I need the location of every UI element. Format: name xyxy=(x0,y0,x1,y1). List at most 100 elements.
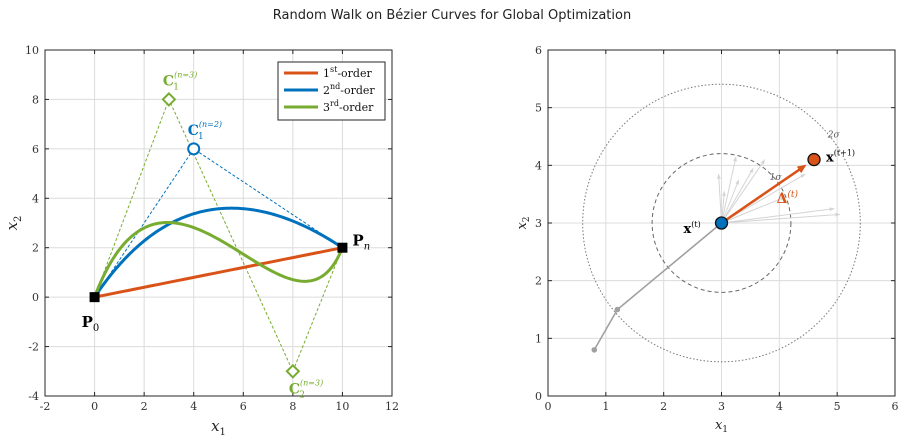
walk-history-point xyxy=(614,306,621,313)
x-axis-label-sub: 1 xyxy=(722,425,728,435)
label-delta-base: Δ xyxy=(777,191,788,207)
current-point-marker xyxy=(714,216,729,230)
sigma-circle-label-1: 1σ xyxy=(770,173,783,183)
x-tick-label: 6 xyxy=(240,400,247,413)
x-tick-label: 2 xyxy=(141,400,148,413)
legend-entry-base: 1 xyxy=(323,67,330,80)
sample-ray xyxy=(718,173,722,224)
label-delta: Δ(t) xyxy=(777,189,799,207)
sigma-circle-label-2: 2σ xyxy=(827,130,841,140)
sample-ray-head xyxy=(722,191,726,197)
sample-ray xyxy=(721,159,766,224)
series-line-1st-order xyxy=(94,246,343,299)
step-arrow-head xyxy=(796,164,807,174)
sample-ray-head xyxy=(735,179,739,185)
y-axis-label-base: x xyxy=(3,221,21,230)
series-line-3rd-order xyxy=(93,221,344,298)
series-line-2nd-order xyxy=(93,206,344,298)
label-current-point-sup: (t) xyxy=(691,220,700,229)
x-tick-label: 1 xyxy=(602,400,609,413)
y-tick-label: 4 xyxy=(32,192,39,205)
x-tick-label: 4 xyxy=(190,400,197,413)
label-C2-n3: C(n=3) 2 xyxy=(289,378,323,400)
y-axis-label: x2 xyxy=(515,216,532,229)
x-tick-label: 2 xyxy=(660,400,667,413)
legend-entry-sup: nd xyxy=(330,82,340,91)
x-tick-label: 3 xyxy=(718,400,725,413)
sample-ray-head xyxy=(780,196,786,201)
label-C1-n3-sup: (n=3) xyxy=(174,70,197,79)
label-C2-n3-base: C xyxy=(289,381,300,397)
y-tick-label: 0 xyxy=(535,390,542,403)
control-polygon-3rd-order xyxy=(94,98,343,373)
y-axis-label-base: x xyxy=(515,222,530,230)
legend-entry-tail: -order xyxy=(340,84,375,97)
sample-ray-head xyxy=(733,156,737,162)
next-point-marker xyxy=(807,152,821,167)
sample-ray-head xyxy=(749,168,754,174)
label-P0: P0 xyxy=(82,313,100,334)
y-tick-label: -2 xyxy=(28,341,39,354)
walk-history-point xyxy=(591,347,598,353)
label-Pn-sub: n xyxy=(364,242,370,253)
control-point-C2-n3-marker xyxy=(285,363,301,379)
label-C1-n2-sup: (n=2) xyxy=(199,120,222,129)
sample-ray-head xyxy=(716,173,721,179)
control-point-C1-n2-marker xyxy=(187,142,201,156)
sample-ray xyxy=(721,213,841,224)
legend-entry-2nd-order: 2nd-order xyxy=(323,82,375,97)
y-tick-label: 6 xyxy=(535,44,542,57)
label-C2-n3-sup: (n=3) xyxy=(300,378,323,387)
label-C1-n3-base: C xyxy=(163,73,174,89)
y-tick-label: 0 xyxy=(32,291,39,304)
legend-entry-1st-order: 1st-order xyxy=(323,65,372,80)
label-current-point: x(t) xyxy=(684,220,701,237)
y-axis-label: x2 xyxy=(3,216,24,231)
label-next-point-base: x xyxy=(826,151,834,166)
label-C1-n2: C(n=2) 1 xyxy=(188,120,222,142)
sample-ray-head xyxy=(760,159,765,165)
sample-ray xyxy=(721,156,737,224)
legend-entry-3rd-order: 3rd-order xyxy=(323,99,374,114)
label-C1-n3: C(n=3) 1 xyxy=(163,70,197,92)
sample-ray xyxy=(721,179,740,224)
sample-ray xyxy=(721,196,786,224)
x-tick-label: 10 xyxy=(335,400,349,413)
label-P0-sub: 0 xyxy=(93,323,99,334)
x-axis-label: x1 xyxy=(211,417,226,438)
control-polygon-2nd-order xyxy=(94,148,343,298)
x-tick-label: 12 xyxy=(385,400,399,413)
x-tick-label: -2 xyxy=(40,400,51,413)
sample-ray xyxy=(721,208,835,224)
x-tick-label: 0 xyxy=(91,400,98,413)
y-axis-label-sub: 2 xyxy=(522,216,532,222)
point-P0-marker xyxy=(89,292,100,303)
sigma-circle-2 xyxy=(582,83,861,363)
sample-ray-head xyxy=(835,212,841,217)
legend-entry-tail: -order xyxy=(339,101,374,114)
legend-entry-base: 2 xyxy=(323,84,330,97)
label-delta-sup: (t) xyxy=(787,189,798,200)
x-axis-label-sub: 1 xyxy=(220,427,226,438)
legend-entry-sup: rd xyxy=(330,99,339,108)
figure-title: Random Walk on Bézier Curves for Global … xyxy=(273,8,631,23)
x-tick-label: 5 xyxy=(834,400,841,413)
plot-frame xyxy=(44,49,393,397)
step-arrow xyxy=(720,167,803,225)
x-tick-label: 4 xyxy=(776,400,783,413)
y-tick-label: 2 xyxy=(535,275,542,288)
label-next-point-sup: (t+1) xyxy=(834,149,855,158)
sigma-circle-1 xyxy=(651,153,792,293)
sample-ray xyxy=(721,167,754,224)
y-tick-label: 10 xyxy=(25,44,39,57)
legend-entry-sup: st xyxy=(330,65,338,74)
y-tick-label: 6 xyxy=(32,143,39,156)
y-tick-label: 1 xyxy=(535,332,542,345)
label-C1-n2-sub: 1 xyxy=(198,132,204,142)
x-tick-label: 6 xyxy=(892,400,899,413)
point-Pn-marker xyxy=(337,242,348,253)
legend-entry-base: 3 xyxy=(323,101,330,114)
y-tick-label: 8 xyxy=(32,93,39,106)
